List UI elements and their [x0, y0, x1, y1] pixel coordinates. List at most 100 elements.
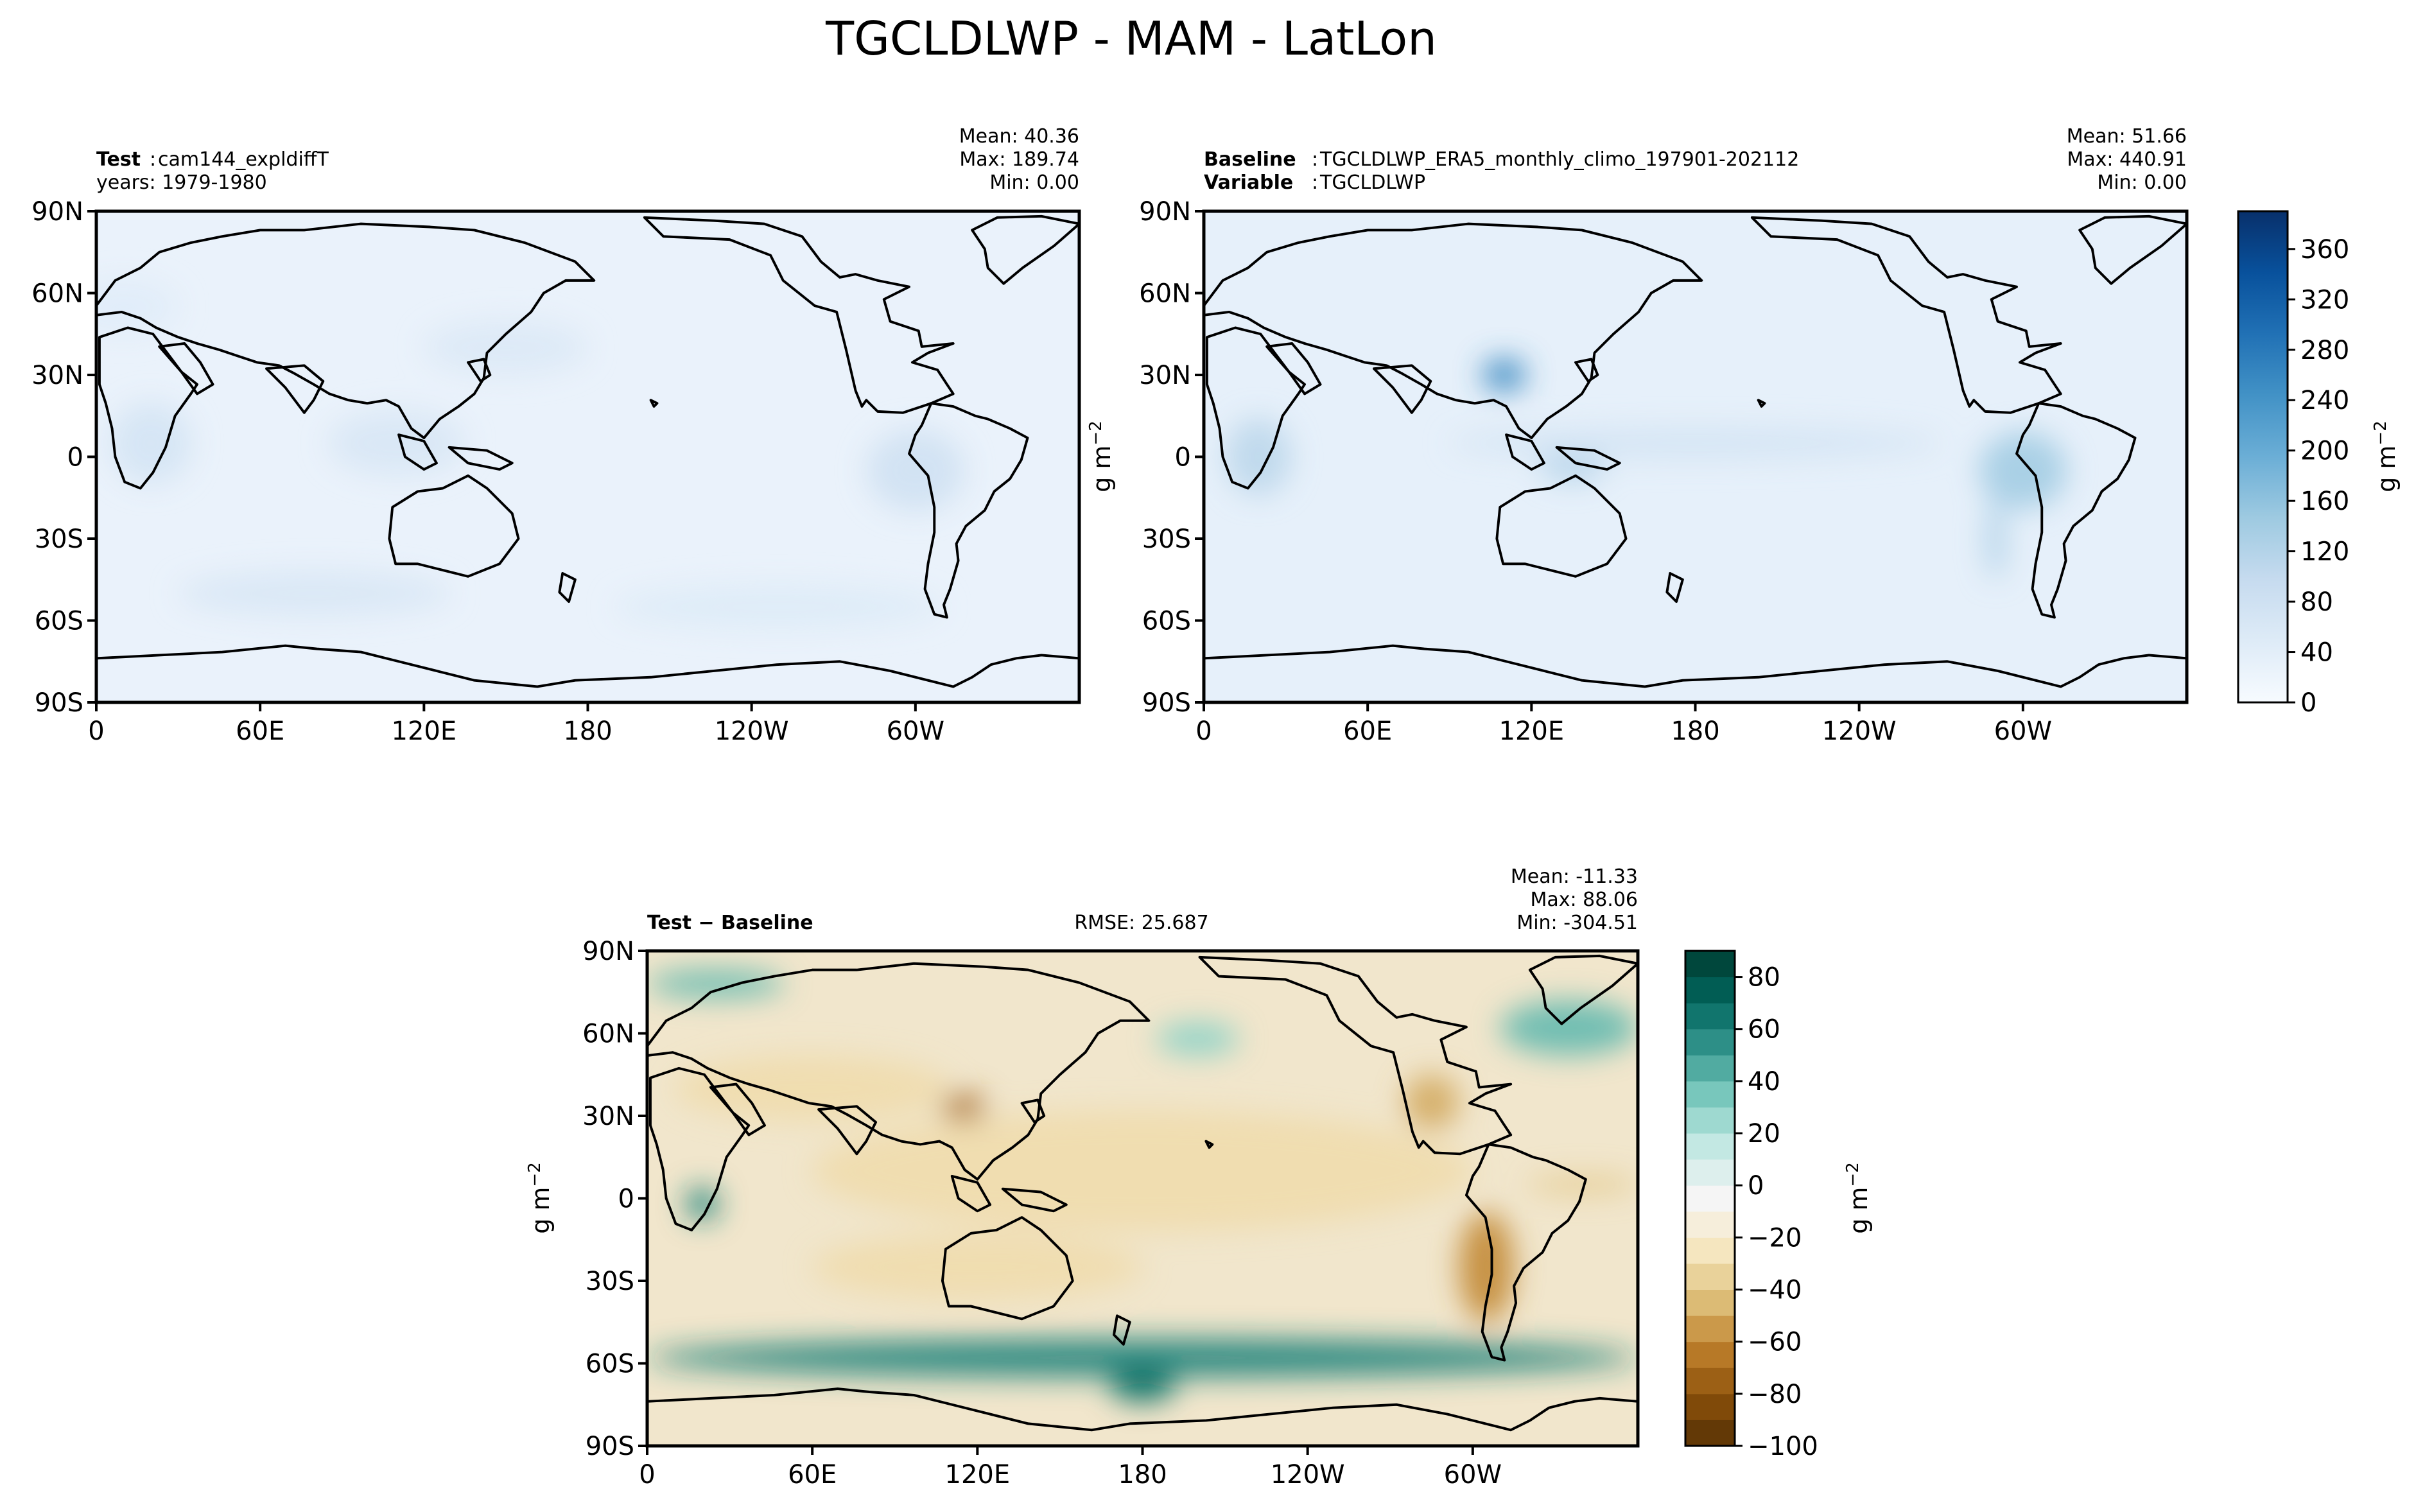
baseline-ytick-label: 60N	[1139, 279, 1191, 309]
baseline-colorbar-tick-label: 240	[2300, 386, 2349, 415]
baseline-xtick-label: 60W	[1994, 717, 2052, 746]
difference-region-10	[647, 969, 785, 998]
difference-ytick-label: 30N	[582, 1102, 634, 1131]
difference-colorbar-level	[1685, 1316, 1735, 1343]
baseline-ytick-label: 0	[1175, 443, 1191, 473]
difference-colorbar-level	[1685, 1393, 1735, 1420]
difference-colorbar-level	[1685, 1029, 1735, 1056]
test-stat-max: Max: 189.74	[959, 148, 1079, 171]
baseline-stat-mean: Mean: 51.66	[2067, 125, 2187, 148]
test-region-4	[178, 571, 451, 615]
difference-ytick-label: 60N	[582, 1020, 634, 1049]
baseline-ylabel: g m−2	[1086, 421, 1116, 492]
baseline-xtick-label: 120W	[1822, 717, 1897, 746]
difference-region-1	[812, 1234, 1143, 1300]
baseline-region-5	[1449, 426, 1942, 460]
baseline-xtick-label: 180	[1671, 717, 1719, 746]
test-xtick-label: 120E	[392, 717, 457, 746]
test-region-2	[866, 430, 965, 512]
difference-ytick-label: 90N	[582, 937, 634, 966]
difference-xtick-label: 60E	[788, 1460, 837, 1490]
baseline-colorbar-label: g m−2	[2371, 421, 2401, 492]
baseline-colorbar-tick-label: 80	[2300, 587, 2333, 617]
test-xtick-label: 0	[88, 717, 104, 746]
test-xtick-label: 60W	[887, 717, 944, 746]
difference-colorbar-level	[1685, 1237, 1735, 1264]
test-xtick-label: 180	[563, 717, 612, 746]
difference-colorbar-level	[1685, 1289, 1735, 1316]
baseline-panel: Mean: 51.66 Max: 440.91 Min: 0.00 Baseli…	[1086, 125, 2401, 746]
baseline-colorbar-tick-label: 200	[2300, 437, 2349, 466]
difference-colorbar-tick-label: 80	[1748, 963, 1780, 993]
baseline-ytick-label: 30S	[1142, 525, 1191, 554]
diff-rmse: RMSE: 25.687	[1074, 912, 1208, 934]
baseline-xtick-label: 0	[1195, 717, 1212, 746]
test-stat-min: Min: 0.00	[989, 171, 1079, 194]
difference-colorbar-tick-label: −80	[1748, 1380, 1802, 1409]
difference-xtick-label: 60W	[1444, 1460, 1502, 1490]
difference-colorbar-level	[1685, 1107, 1735, 1134]
difference-colorbar-tick-label: −60	[1748, 1328, 1802, 1357]
diff-stat-min: Min: -304.51	[1517, 912, 1638, 934]
difference-xtick-label: 120E	[945, 1460, 1011, 1490]
figure-title: TGCLDLWP - MAM - LatLon	[825, 12, 1437, 65]
test-ytick-label: 30N	[31, 361, 83, 390]
baseline-colorbar-tick-label: 0	[2300, 688, 2316, 718]
difference-region-12	[1527, 1176, 1638, 1193]
test-header-colon: :	[150, 148, 156, 171]
baseline-region-0	[1482, 358, 1526, 392]
difference-region-5	[941, 1093, 986, 1122]
diff-stat-max: Max: 88.06	[1530, 889, 1638, 911]
diff-colorbar-frame	[1684, 950, 1736, 1447]
test-region-6	[96, 279, 178, 335]
test-ytick-label: 60N	[31, 279, 83, 309]
difference-region-9	[1500, 1000, 1638, 1056]
baseline-header-var: TGCLDLWP	[1319, 171, 1425, 194]
difference-region-2	[674, 1055, 950, 1122]
difference-ytick-label: 30S	[586, 1267, 634, 1296]
baseline-colorbar-tick-label: 280	[2300, 336, 2349, 365]
difference-colorbar-level	[1685, 1211, 1735, 1238]
baseline-colorbar-tick-label: 120	[2300, 537, 2349, 567]
difference-colorbar-level	[1685, 1368, 1735, 1395]
baseline-xtick-label: 120E	[1499, 717, 1565, 746]
difference-colorbar-level	[1685, 1055, 1735, 1082]
baseline-region-4	[1985, 498, 2007, 580]
difference-colorbar-tick-label: 20	[1748, 1119, 1780, 1149]
difference-colorbar-level	[1685, 1003, 1735, 1030]
baseline-ytick-label: 90S	[1142, 688, 1191, 718]
test-header-label: Test	[96, 148, 141, 171]
baseline-colorbar-tick-label: 160	[2300, 487, 2349, 516]
test-region-3	[424, 320, 588, 375]
difference-colorbar-tick-label: −20	[1748, 1223, 1802, 1253]
difference-region-3	[1404, 1074, 1459, 1130]
baseline-header-case: TGCLDLWP_ERA5_monthly_climo_197901-20211…	[1319, 148, 1799, 171]
baseline-header-colon: :	[1312, 148, 1318, 171]
difference-colorbar-level	[1685, 1341, 1735, 1368]
baseline-ytick-label: 30N	[1139, 361, 1191, 390]
test-xtick-label: 120W	[715, 717, 789, 746]
test-region-1	[328, 410, 465, 476]
difference-ytick-label: 0	[618, 1185, 634, 1214]
baseline-colorbar-tick-label: 320	[2300, 285, 2349, 315]
test-ytick-label: 60S	[35, 607, 83, 636]
difference-colorbar-level	[1685, 1185, 1735, 1212]
difference-region-6	[647, 1338, 1638, 1377]
test-region-0	[110, 402, 192, 484]
diff-header-label: Test − Baseline	[647, 912, 813, 934]
difference-colorbar-level	[1685, 977, 1735, 1004]
test-region-5	[615, 585, 943, 629]
difference-xtick-label: 0	[639, 1460, 655, 1490]
difference-xtick-label: 180	[1118, 1460, 1167, 1490]
difference-colorbar-level	[1685, 1263, 1735, 1290]
difference-colorbar-level	[1685, 1133, 1735, 1160]
test-stat-mean: Mean: 40.36	[959, 125, 1079, 148]
baseline-region-1	[1979, 432, 2067, 509]
test-ytick-label: 30S	[35, 525, 83, 554]
test-panel: Mean: 40.36 Max: 189.74 Min: 0.00 Test :…	[31, 125, 1081, 746]
difference-colorbar-tick-label: −100	[1748, 1432, 1818, 1461]
difference-colorbar-tick-label: 40	[1748, 1067, 1780, 1097]
baseline-header-label: Baseline	[1204, 148, 1296, 171]
test-header-years: years: 1979-1980	[96, 171, 267, 194]
